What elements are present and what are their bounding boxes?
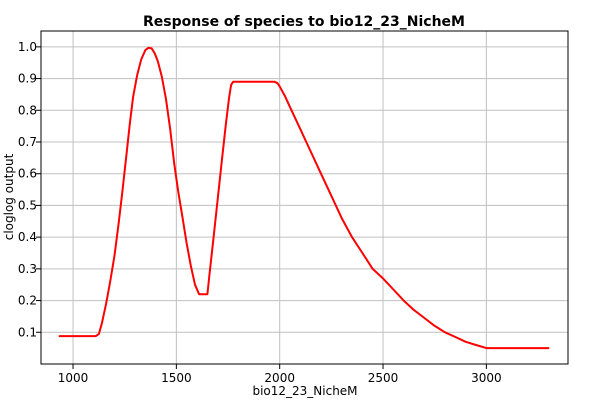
x-tick-label: 1000 (58, 371, 89, 385)
axis-ticks (36, 46, 487, 369)
plot-area-frame (40, 30, 569, 365)
y-tick-label: 0.8 (18, 103, 37, 117)
x-tick-label: 2000 (264, 371, 295, 385)
chart-title: Response of species to bio12_23_NicheM (143, 14, 465, 30)
y-tick-label: 0.9 (18, 72, 37, 86)
y-tick-label: 1.0 (18, 40, 37, 54)
x-axis-label: bio12_23_NicheM (252, 384, 357, 398)
y-axis-label: cloglog output (2, 153, 16, 240)
y-tick-label: 0.5 (18, 198, 37, 212)
y-tick-label: 0.1 (18, 325, 37, 339)
tick-labels: 1000 1500 2000 2500 3000 0.1 0.2 0.3 0.4 0.5 0.6 0.… (18, 40, 502, 385)
y-tick-label: 0.2 (18, 294, 37, 308)
x-tick-label: 3000 (471, 371, 502, 385)
response-curve-line (58, 46, 550, 350)
y-tick-label: 0.6 (18, 167, 37, 181)
y-tick-label: 0.7 (18, 135, 37, 149)
y-tick-label: 0.3 (18, 262, 37, 276)
x-tick-label: 1500 (161, 371, 192, 385)
x-tick-label: 2500 (368, 371, 399, 385)
y-tick-label: 0.4 (18, 230, 37, 244)
